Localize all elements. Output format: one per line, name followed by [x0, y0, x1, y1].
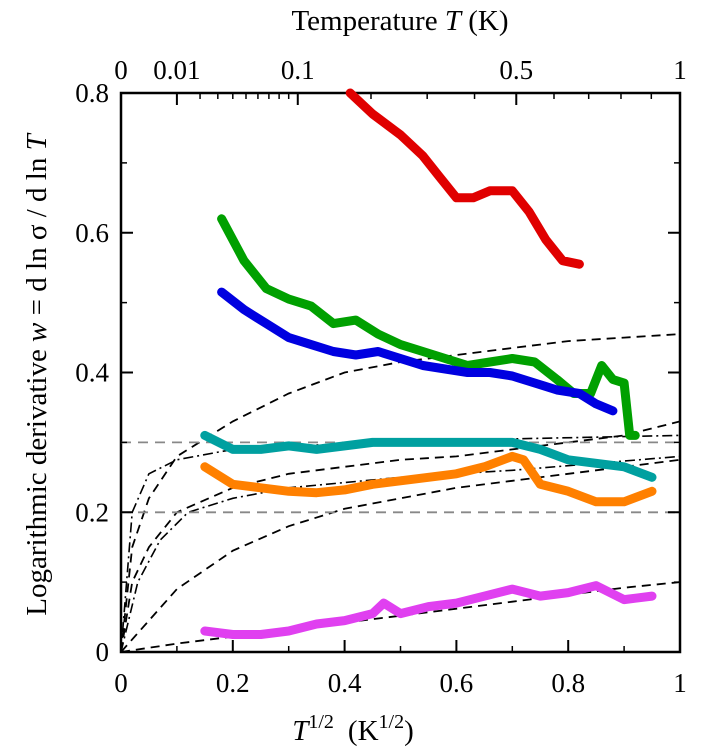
- y-tick-label: 0.6: [75, 218, 109, 248]
- data-series: [200, 88, 657, 639]
- y-tick-label: 0.8: [75, 78, 109, 108]
- top-axis-title: Temperature T (K): [291, 5, 508, 37]
- y-tick-label: 0.4: [75, 358, 109, 388]
- series-line: [217, 214, 640, 440]
- axis-ticks: [120, 92, 681, 653]
- y-tick-label: 0.2: [75, 497, 109, 527]
- y-axis-title: Logarithmic derivative w = d ln σ / d ln…: [21, 132, 53, 615]
- top-tick-label: 0.1: [281, 55, 315, 85]
- guide-line: [120, 420, 681, 653]
- series-line: [200, 430, 657, 482]
- x-tick-label: 0: [114, 668, 128, 698]
- x-tick-label: 0.8: [551, 668, 585, 698]
- guide-line: [120, 458, 681, 653]
- x-tick-label: 0.6: [440, 668, 474, 698]
- top-tick-label: 1: [673, 55, 687, 85]
- tick-labels: 0 0.2 0.4 0.6 0.8 100.20.40.60.80 0.01 0.1 0.5 1: [75, 55, 687, 698]
- x-tick-label: 0.4: [328, 668, 362, 698]
- guide-line: [120, 434, 681, 653]
- series-line: [345, 88, 584, 269]
- series-line: [200, 581, 657, 639]
- guide-line: [120, 333, 681, 653]
- guide-line: [120, 455, 681, 653]
- top-tick-label: 0: [114, 55, 128, 85]
- top-tick-label: 0.01: [153, 55, 200, 85]
- top-tick-label: 0.5: [499, 55, 533, 85]
- x-axis-title: T1/2 (K1/2): [292, 711, 414, 747]
- series-line: [217, 287, 618, 416]
- x-tick-label: 1: [673, 668, 687, 698]
- y-tick-label: 0: [96, 637, 110, 667]
- series-line: [200, 451, 657, 507]
- x-tick-label: 0.2: [216, 668, 250, 698]
